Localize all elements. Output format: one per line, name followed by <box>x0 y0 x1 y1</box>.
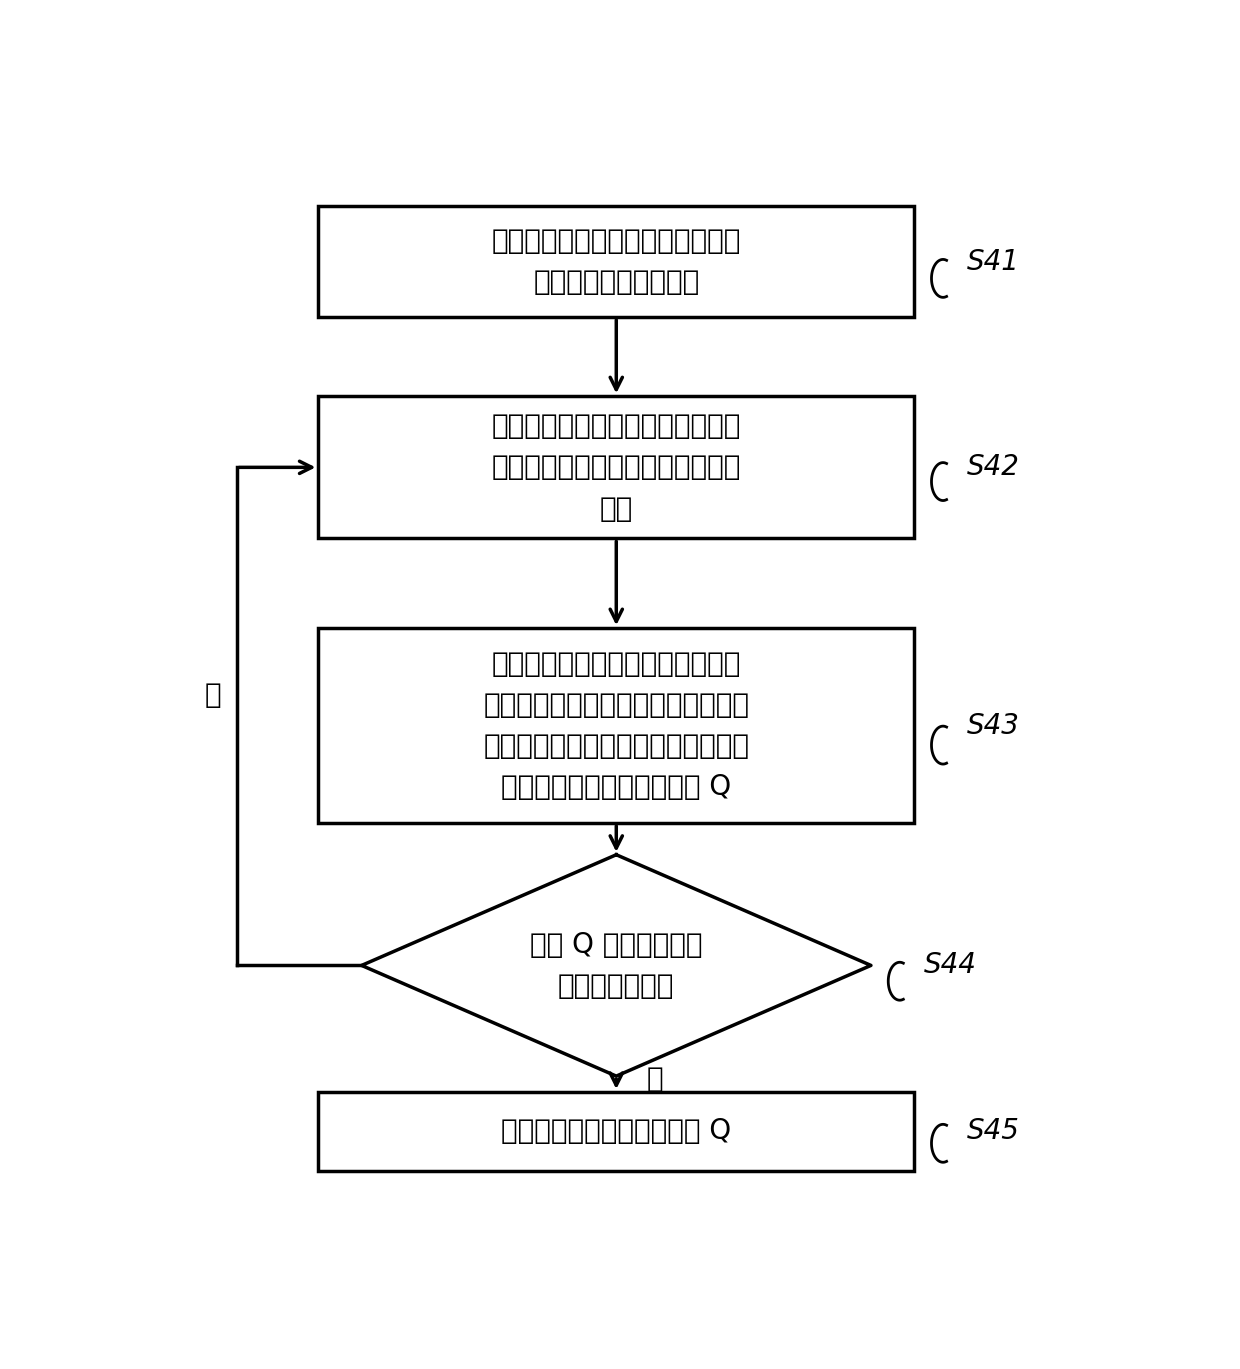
Text: 将第一段入纤功率更改为所述链路
最优配置中的入射功率: 将第一段入纤功率更改为所述链路 最优配置中的入射功率 <box>491 227 742 296</box>
Text: 将每个跨段的最优增益和初始增益
的差值的绝对值作为单纯形的度量
标准: 将每个跨段的最优增益和初始增益 的差值的绝对值作为单纯形的度量 标准 <box>491 412 742 523</box>
Bar <box>319 396 914 538</box>
Bar <box>319 628 914 823</box>
Bar <box>319 207 914 318</box>
Text: S45: S45 <box>967 1117 1021 1146</box>
Bar <box>319 1092 914 1170</box>
Text: S44: S44 <box>924 951 977 979</box>
Text: 设置对应的调节量，并输出 Q: 设置对应的调节量，并输出 Q <box>501 1117 732 1146</box>
Text: 是: 是 <box>646 1065 663 1092</box>
Text: S42: S42 <box>967 453 1021 482</box>
Polygon shape <box>362 854 870 1076</box>
Text: S41: S41 <box>967 248 1021 275</box>
Text: S43: S43 <box>967 712 1021 739</box>
Text: 将所有跨段中插值的绝对值最大的
跨段所对应的初始增益去除，替换为
对应的最优增益，并根据传输性能的
公式计算出此时的传输性能 Q: 将所有跨段中插值的绝对值最大的 跨段所对应的初始增益去除，替换为 对应的最优增益… <box>484 650 749 801</box>
Text: 否: 否 <box>205 682 221 709</box>
Text: 判断 Q 是否大于或等
于参考传输性能: 判断 Q 是否大于或等 于参考传输性能 <box>529 931 703 999</box>
